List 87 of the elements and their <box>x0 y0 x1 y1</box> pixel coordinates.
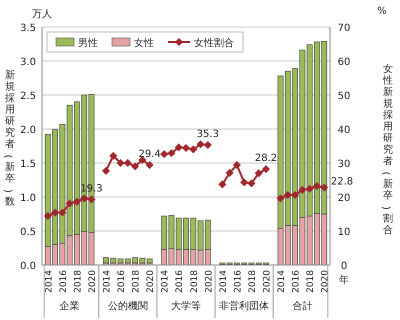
point <box>58 208 66 217</box>
x-tick-label: 2014 <box>218 270 229 293</box>
point <box>109 152 118 160</box>
y2-tick-label: 30 <box>338 159 350 170</box>
point <box>232 161 241 170</box>
y-tick-label: 3.0 <box>20 57 36 68</box>
y-tick-label: 3.5 <box>20 23 36 34</box>
x-tick-label: 2018 <box>73 270 84 293</box>
y2-tick-label: 0 <box>340 261 348 272</box>
x-tick-label: 2020 <box>204 270 214 293</box>
point <box>204 140 212 149</box>
point <box>146 161 154 170</box>
point <box>298 186 306 194</box>
y-tick-label: 1.0 <box>20 193 36 204</box>
x-tick-label: 2016 <box>233 270 244 293</box>
point <box>66 199 74 208</box>
legend-label: 女性割合 <box>194 37 234 49</box>
point <box>51 208 60 217</box>
x-tick-label: 2016 <box>292 270 302 293</box>
x-tick-label: 2018 <box>132 270 142 293</box>
x-tick-label: 2014 <box>160 270 171 293</box>
legend-label: 女性 <box>134 37 154 49</box>
y-axis-title: 新規採用研究者(新卒)数 <box>2 70 15 208</box>
point <box>218 180 226 188</box>
point <box>196 140 205 148</box>
point <box>44 212 52 220</box>
x-tick-label: 2016 <box>175 270 186 293</box>
x-tick-label: 2018 <box>306 270 316 293</box>
y-tick-label: 2.5 <box>20 91 36 102</box>
y2-tick-label: 40 <box>338 125 350 136</box>
y-tick-label: 0.0 <box>20 261 36 272</box>
point <box>124 159 132 167</box>
point <box>174 143 183 152</box>
point <box>284 190 292 199</box>
x-tick-label: 2018 <box>248 270 258 293</box>
y-tick-label: 0.5 <box>20 227 36 238</box>
y2-tick-label: 60 <box>338 57 350 68</box>
point <box>262 165 270 174</box>
y2-tick-label: 10 <box>338 227 350 238</box>
text: 非営利団体 <box>219 300 270 312</box>
data-label: 19.3 <box>80 183 103 194</box>
point <box>182 144 190 152</box>
x-tick-label: 2014 <box>102 270 112 293</box>
x-tick-label: 2018 <box>190 270 200 293</box>
x-tick-label: 2020 <box>320 270 331 293</box>
point <box>247 179 256 188</box>
text: 企業 <box>60 300 80 312</box>
y2-tick-label: 20 <box>338 193 350 204</box>
point <box>189 145 198 154</box>
y-tick-label: 2.0 <box>20 125 36 136</box>
x-axis-title: 年 <box>339 274 349 286</box>
y2-tick-label: 50 <box>338 91 350 102</box>
text: 公的機関 <box>108 300 148 312</box>
point <box>226 168 234 177</box>
x-tick-label: 2014 <box>277 270 288 293</box>
point <box>131 162 140 170</box>
x-tick-label: 2014 <box>44 270 54 293</box>
y2-axis-title: 女性新規採用研究者(新卒)割合 <box>380 64 393 236</box>
data-label: 22.8 <box>330 176 354 188</box>
point <box>240 178 248 186</box>
y2-tick-label: 70 <box>338 23 350 34</box>
data-label: 29.4 <box>138 149 161 160</box>
text: 大学等 <box>171 300 201 312</box>
point <box>291 190 300 199</box>
legend-label: 男性 <box>78 37 98 49</box>
point <box>80 194 88 202</box>
x-tick-label: 2016 <box>117 270 128 293</box>
point <box>87 195 96 204</box>
point <box>312 182 321 190</box>
point <box>160 150 168 158</box>
text: 万人 <box>32 9 52 20</box>
text: % <box>377 6 387 17</box>
y-tick-label: 1.5 <box>20 159 36 170</box>
point <box>254 169 263 178</box>
point <box>102 166 110 175</box>
x-tick-label: 2020 <box>88 270 98 293</box>
point <box>320 183 328 192</box>
x-tick-label: 2020 <box>146 270 156 293</box>
point <box>167 149 176 158</box>
text: 合計 <box>292 300 312 312</box>
x-tick-label: 2020 <box>262 270 272 293</box>
data-label: 28.2 <box>254 153 278 164</box>
point <box>72 198 81 206</box>
data-label: 35.3 <box>196 128 219 140</box>
x-tick-label: 2016 <box>58 270 69 293</box>
point <box>306 184 314 193</box>
point <box>276 194 285 202</box>
